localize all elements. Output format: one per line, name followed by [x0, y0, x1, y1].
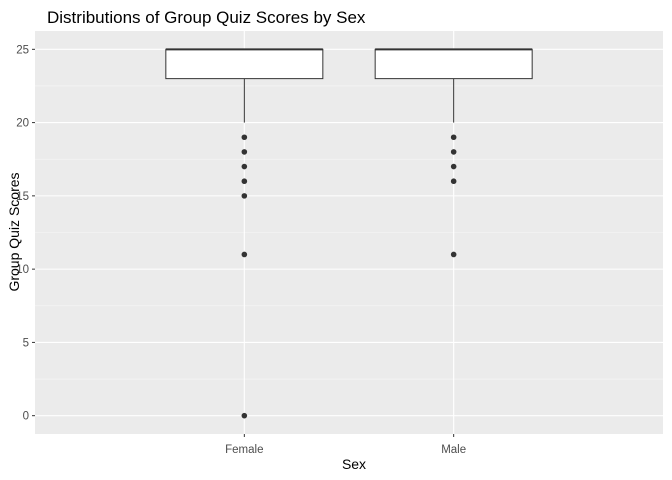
outlier-point — [241, 163, 248, 170]
x-axis: Female Male — [225, 434, 466, 456]
outlier-point — [241, 149, 248, 155]
outlier-point — [241, 251, 248, 258]
box-female — [165, 48, 324, 419]
boxes — [165, 48, 533, 419]
box-iqr — [165, 48, 324, 80]
y-tick-label: 0 — [23, 411, 29, 423]
grid — [35, 31, 663, 434]
outlier-point — [450, 163, 457, 170]
y-axis-title: Group Quiz Scores — [6, 172, 22, 291]
y-tick-label: 10 — [16, 264, 29, 276]
y-tick-label: 25 — [16, 44, 29, 56]
box-iqr — [374, 48, 533, 80]
x-tick-label: Male — [441, 444, 466, 456]
y-axis: 0 5 10 15 20 25 — [16, 44, 35, 423]
y-tick-label: 20 — [16, 118, 29, 130]
outlier-point — [241, 134, 248, 141]
outlier-point — [450, 134, 457, 141]
x-axis-title: Sex — [342, 456, 366, 472]
outlier-point — [450, 251, 457, 258]
outlier-point — [241, 412, 248, 419]
outlier-point — [241, 193, 248, 199]
outlier-point — [450, 149, 457, 155]
box-male — [374, 48, 533, 258]
chart-title: Distributions of Group Quiz Scores by Se… — [47, 8, 366, 27]
outlier-point — [450, 178, 457, 185]
outlier-point — [241, 178, 248, 185]
y-tick-label: 5 — [23, 337, 29, 349]
y-tick-label: 15 — [16, 191, 29, 203]
x-tick-label: Female — [225, 444, 263, 456]
